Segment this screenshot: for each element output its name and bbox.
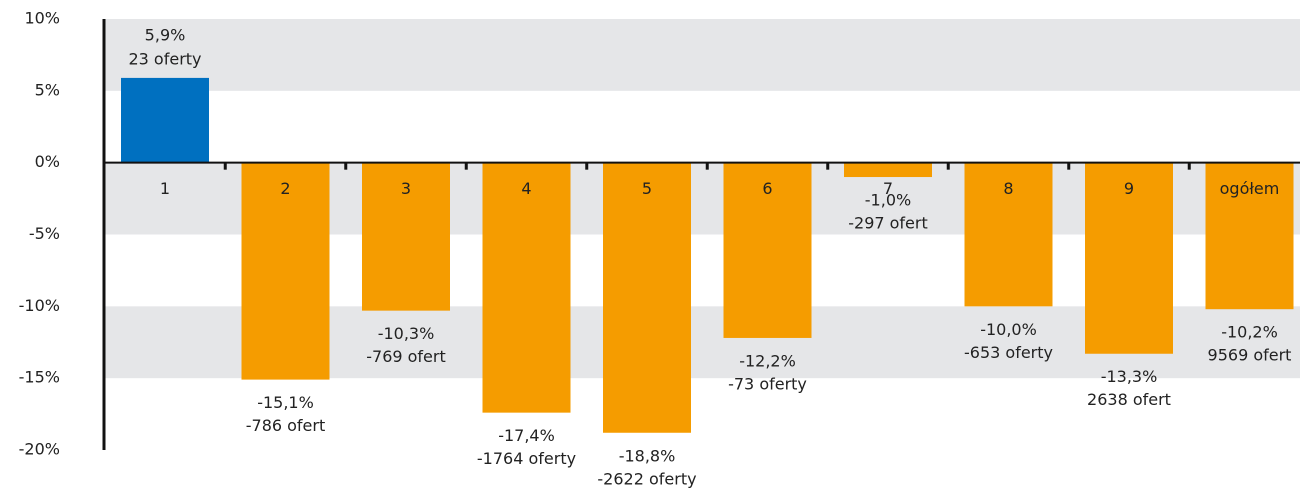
value-label: -10,3% [378, 324, 435, 343]
bar [241, 162, 330, 380]
value-label: -17,4% [498, 426, 555, 445]
y-tick-label: 5% [35, 80, 60, 99]
y-tick-label: 0% [35, 152, 60, 171]
bar [1205, 162, 1294, 310]
offer-label: -73 oferty [728, 374, 807, 393]
marks [121, 77, 1294, 433]
bar [844, 162, 932, 178]
value-label: -15,1% [257, 393, 314, 412]
value-label: 5,9% [145, 25, 186, 44]
value-label: -10,0% [980, 320, 1037, 339]
offer-label: -769 ofert [366, 347, 446, 366]
value-label: -18,8% [619, 446, 676, 465]
x-tick-label: 8 [1003, 179, 1013, 198]
value-label: -12,2% [739, 351, 796, 370]
bar [1085, 162, 1173, 354]
offer-label: 9569 ofert [1208, 346, 1292, 365]
y-tick-label: -10% [19, 296, 60, 315]
bar [603, 162, 691, 433]
offer-label: -653 oferty [964, 343, 1053, 362]
offer-label: -2622 oferty [597, 469, 696, 488]
offer-label: 23 oferty [128, 49, 201, 68]
bar [723, 162, 812, 338]
x-tick-label: 2 [280, 179, 290, 198]
x-tick-label: 9 [1124, 179, 1134, 198]
bar [964, 162, 1053, 307]
value-label: -1,0% [865, 191, 911, 210]
x-tick-label: 5 [642, 179, 652, 198]
value-label: -13,3% [1101, 367, 1158, 386]
x-tick-label: 4 [521, 179, 531, 198]
x-tick-label: 3 [401, 179, 411, 198]
bar [362, 162, 450, 311]
y-tick-label: -5% [29, 224, 60, 243]
bar [121, 77, 209, 163]
y-tick-label: -15% [19, 368, 60, 387]
bar [482, 162, 571, 413]
offer-label: 2638 ofert [1087, 390, 1171, 409]
offer-label: -297 ofert [848, 214, 928, 233]
value-label: -10,2% [1221, 323, 1278, 342]
grid-band [104, 19, 1300, 91]
y-tick-label: -20% [19, 440, 60, 459]
x-tick-label: ogółem [1220, 179, 1280, 198]
x-tick-label: 7 [883, 179, 893, 198]
offer-label: -786 ofert [246, 416, 326, 435]
x-tick-label: 1 [160, 179, 170, 198]
offer-label: -1764 oferty [477, 449, 576, 468]
y-tick-label: 10% [24, 9, 60, 28]
x-tick-label: 6 [762, 179, 772, 198]
